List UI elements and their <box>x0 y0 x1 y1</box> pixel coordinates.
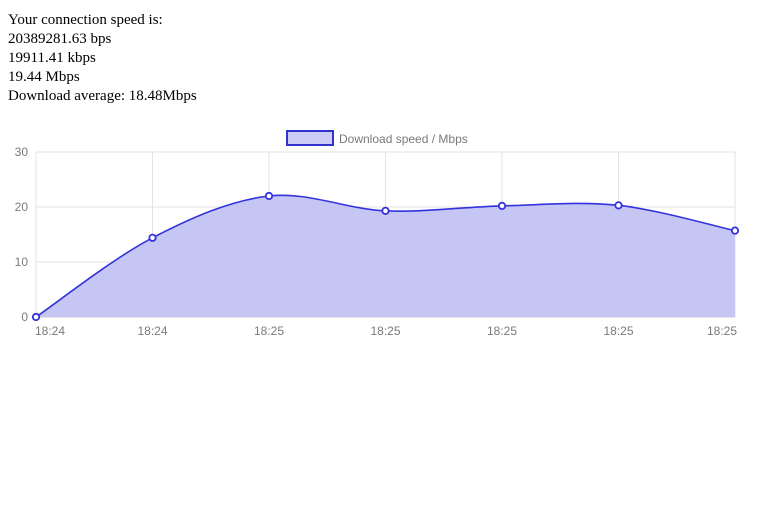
x-axis-tick-label: 18:25 <box>254 324 284 338</box>
x-axis-tick-label: 18:25 <box>707 324 737 338</box>
data-point <box>264 191 274 201</box>
chart-y-axis-labels: 0 10 20 30 <box>15 145 29 324</box>
data-point <box>381 206 390 215</box>
results-line-bps: 20389281.63 bps <box>8 31 112 47</box>
legend-label-download-speed: Download speed / Mbps <box>339 132 468 146</box>
download-speed-chart: Download speed / Mbps 0 10 20 30 18:24 18:24… <box>0 118 760 343</box>
x-axis-tick-label: 18:25 <box>370 324 400 338</box>
chart-x-axis-labels: 18:24 18:24 18:25 18:25 18:25 18:25 18:25 <box>35 324 737 338</box>
results-heading: Your connection speed is: <box>8 12 163 28</box>
results-line-kbps: 19911.41 kbps <box>8 50 96 66</box>
y-axis-tick-label: 10 <box>15 255 29 269</box>
data-point <box>148 233 157 242</box>
results-line-download-average: Download average: 18.48Mbps <box>8 88 197 104</box>
y-axis-tick-label: 30 <box>15 145 29 159</box>
data-point <box>730 226 740 235</box>
x-axis-tick-label: 18:25 <box>603 324 633 338</box>
results-line-mbps: 19.44 Mbps <box>8 69 80 85</box>
connection-speed-results: Your connection speed is: 20389281.63 bp… <box>8 11 197 106</box>
x-axis-tick-label: 18:24 <box>137 324 167 338</box>
data-point <box>614 201 623 210</box>
chart-area-fill <box>36 195 735 317</box>
x-axis-tick-label: 18:24 <box>35 324 65 338</box>
y-axis-tick-label: 20 <box>15 200 29 214</box>
y-axis-tick-label: 0 <box>21 310 28 324</box>
data-point <box>497 201 507 211</box>
chart-legend: Download speed / Mbps <box>286 130 468 146</box>
chart-data-points <box>31 191 740 322</box>
data-point <box>31 312 41 322</box>
legend-swatch-download-speed <box>286 130 334 146</box>
x-axis-tick-label: 18:25 <box>487 324 517 338</box>
